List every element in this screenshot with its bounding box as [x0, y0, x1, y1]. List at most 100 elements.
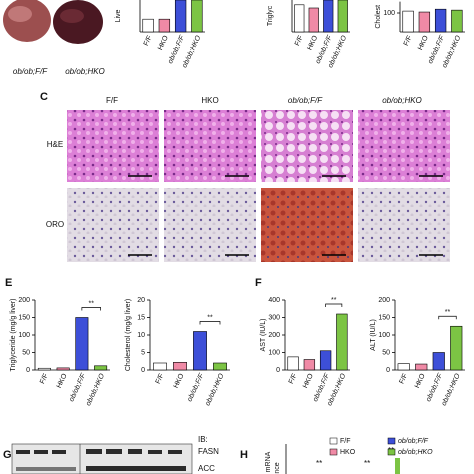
bar: [323, 0, 334, 33]
significance-bracket: [325, 303, 343, 307]
liver-photos: ob/ob;F/F ob/ob;HKO: [3, 0, 105, 76]
x-tick-label: HKO: [414, 372, 427, 389]
y-tick-label: 300: [268, 314, 280, 321]
significance-bracket: [81, 307, 101, 311]
annotation: **: [331, 297, 337, 304]
micrograph: [164, 188, 256, 262]
panel-label: F: [255, 277, 262, 289]
y-axis-label: Triglyceride (mg/g liver): [10, 299, 17, 372]
y-tick-label: 0: [26, 367, 30, 374]
bar: [418, 11, 431, 33]
y-axis-label: ALT (IU/L): [370, 319, 377, 351]
bar: [142, 18, 154, 33]
bar: [450, 325, 463, 371]
column-header: HKO: [201, 96, 218, 105]
legend-swatch: [387, 448, 396, 456]
x-tick-label: ob/ob;F/F: [186, 372, 205, 403]
row-header: H&E: [47, 140, 63, 149]
legend-label: ob/ob;HKO: [398, 449, 433, 456]
legend-swatch: [387, 437, 396, 445]
x-tick-label: F/F: [403, 35, 414, 47]
y-axis-label: AST (IU/L): [260, 319, 267, 352]
panel-label: G: [3, 449, 12, 461]
annotation: **: [445, 309, 451, 316]
bar: [37, 367, 51, 371]
panel-label: C: [40, 91, 48, 103]
y-tick-label: 50: [22, 349, 30, 356]
x-tick-label: HKO: [173, 372, 186, 389]
y-tick-label: 100: [383, 10, 395, 17]
y-tick-label: 15: [137, 314, 145, 321]
x-tick-label: ob/ob;HKO: [441, 372, 462, 407]
photo-label: ob/ob;F/F: [13, 67, 48, 76]
y-axis-label: Cholesterol (mg/g liver): [125, 299, 132, 371]
annotation: **: [89, 300, 95, 307]
bar: [294, 4, 305, 33]
micrograph: [67, 188, 159, 262]
legend-label: F/F: [340, 438, 351, 445]
legend-label: HKO: [340, 449, 356, 456]
bar: [75, 317, 89, 371]
bar: [287, 356, 299, 371]
x-tick-label: F/F: [39, 373, 50, 385]
y-axis-label: nce: [274, 462, 281, 473]
x-tick-label: HKO: [56, 372, 69, 389]
x-tick-label: F/F: [294, 35, 305, 47]
column-header: ob/ob;HKO: [382, 96, 422, 105]
y-tick-label: 100: [268, 349, 280, 356]
micrograph: [261, 188, 353, 262]
significance-bracket: [199, 321, 221, 325]
bar: [213, 362, 227, 371]
panel-label: E: [5, 277, 12, 289]
y-tick-label: 10: [137, 332, 145, 339]
bar: [173, 361, 187, 371]
bar: [193, 331, 207, 371]
panel-label: H: [240, 449, 248, 461]
bar: [397, 363, 410, 371]
y-tick-label: 100: [18, 332, 30, 339]
column-header: F/F: [106, 96, 118, 105]
photo-label: ob/ob;HKO: [65, 67, 105, 76]
y-axis-label: Cholest: [375, 5, 382, 29]
bar: [308, 7, 319, 33]
bar: [451, 9, 463, 33]
bar: [337, 0, 348, 33]
y-tick-label: 100: [378, 332, 390, 339]
panel-c: C F/F HKO ob/ob;F/F ob/ob;HKO H&E ORO: [40, 91, 450, 262]
bar: [415, 363, 428, 371]
bar: [432, 352, 445, 371]
y-tick-label: 200: [378, 297, 390, 304]
bar: [174, 0, 187, 33]
micrograph: [358, 188, 450, 262]
y-tick-label: 400: [268, 297, 280, 304]
y-tick-label: 50: [382, 349, 390, 356]
bar: [153, 362, 167, 371]
y-tick-label: 150: [378, 314, 390, 321]
bar: [336, 313, 348, 371]
row-header: ORO: [46, 220, 64, 229]
significance-bracket: [438, 315, 457, 320]
bar: [56, 367, 70, 371]
legend-swatch: [329, 448, 338, 456]
y-tick-label: 0: [386, 367, 390, 374]
bar: [303, 359, 316, 371]
bar: [191, 0, 203, 33]
y-axis-label: Triglyc: [267, 5, 274, 26]
y-axis-label: Live: [115, 9, 122, 22]
y-tick-label: 200: [268, 332, 280, 339]
micrograph: [164, 110, 256, 182]
x-tick-label: HKO: [302, 372, 315, 389]
y-tick-label: 200: [18, 297, 30, 304]
x-tick-label: F/F: [155, 373, 166, 385]
annotation: **: [207, 314, 213, 321]
bar: [402, 10, 414, 33]
x-tick-label: HKO: [306, 34, 319, 51]
bar: [94, 365, 108, 371]
annotation: **: [364, 459, 370, 468]
x-tick-label: ob/ob;F/F: [425, 372, 444, 403]
micrograph: [358, 110, 450, 182]
x-tick-label: F/F: [143, 35, 154, 47]
x-tick-label: HKO: [157, 34, 170, 51]
y-tick-label: 150: [18, 314, 30, 321]
